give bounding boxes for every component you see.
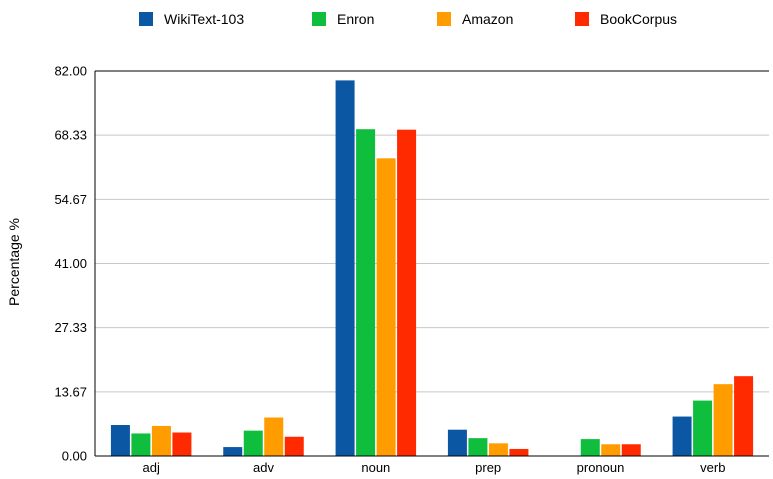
bar-verb-bookcorpus xyxy=(734,376,754,456)
bar-adv-bookcorpus xyxy=(284,436,304,456)
legend-swatch xyxy=(312,12,326,26)
gridlines xyxy=(95,134,769,393)
bar-noun-bookcorpus xyxy=(397,129,417,456)
legend-swatch xyxy=(139,12,153,26)
y-tick-label: 13.67 xyxy=(54,384,87,399)
bar-verb-enron xyxy=(693,400,713,456)
bar-pronoun-bookcorpus xyxy=(621,444,641,456)
x-tick-label: pronoun xyxy=(577,460,625,475)
y-tick-label: 68.33 xyxy=(54,128,87,143)
bar-pronoun-amazon xyxy=(601,444,621,456)
bar-adv-amazon xyxy=(264,417,284,456)
legend: WikiText-103 Enron Amazon BookCorpus xyxy=(139,11,677,27)
bar-pronoun-enron xyxy=(580,439,600,456)
legend-label: BookCorpus xyxy=(600,11,677,27)
y-tick-label: 41.00 xyxy=(54,256,87,271)
bar-prep-amazon xyxy=(488,443,508,456)
y-tick-label: 54.67 xyxy=(54,192,87,207)
bar-noun-amazon xyxy=(376,158,396,456)
y-tick-labels: 0.00 13.67 27.33 41.00 54.67 68.33 82.00 xyxy=(54,64,87,464)
bar-adj-bookcorpus xyxy=(172,432,192,456)
y-tick-label: 82.00 xyxy=(54,64,87,79)
x-tick-labels: adj adv noun prep pronoun verb xyxy=(142,460,725,475)
bar-adv-wikitext-103 xyxy=(223,447,243,456)
y-tick-label: 27.33 xyxy=(54,320,87,335)
y-axis-title: Percentage % xyxy=(6,218,22,306)
bar-prep-wikitext-103 xyxy=(447,429,467,456)
x-tick-label: verb xyxy=(700,460,725,475)
bar-adj-wikitext-103 xyxy=(110,425,130,456)
x-tick-label: noun xyxy=(361,460,390,475)
bar-verb-wikitext-103 xyxy=(672,416,692,456)
bar-noun-wikitext-103 xyxy=(335,80,355,456)
x-tick-label: prep xyxy=(475,460,501,475)
bar-noun-enron xyxy=(356,129,376,456)
bar-prep-bookcorpus xyxy=(509,448,529,456)
bar-adv-enron xyxy=(243,430,263,456)
legend-label: WikiText-103 xyxy=(164,11,244,27)
bars xyxy=(110,80,754,456)
bar-prep-enron xyxy=(468,438,488,456)
bar-adj-enron xyxy=(131,433,151,456)
y-tick-label: 0.00 xyxy=(62,449,87,464)
x-tick-label: adj xyxy=(142,460,159,475)
bar-verb-amazon xyxy=(713,384,733,456)
legend-swatch xyxy=(437,12,451,26)
x-tick-label: adv xyxy=(253,460,274,475)
legend-swatch xyxy=(575,12,589,26)
axes xyxy=(94,70,769,457)
legend-label: Amazon xyxy=(462,11,513,27)
legend-label: Enron xyxy=(337,11,374,27)
bar-adj-amazon xyxy=(151,425,171,456)
